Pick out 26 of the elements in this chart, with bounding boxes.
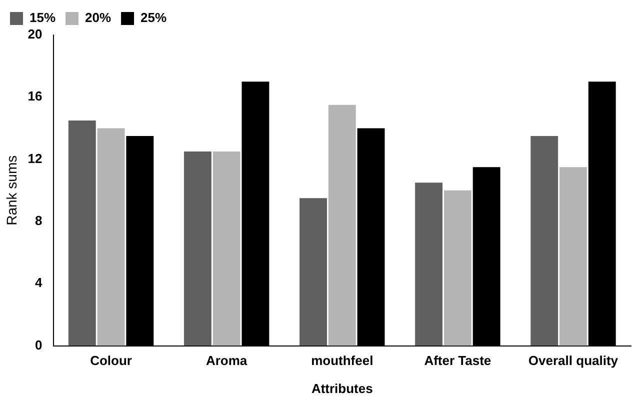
bar: [415, 182, 443, 346]
x-tick-label: After Taste: [424, 353, 492, 368]
x-axis-title: Attributes: [311, 380, 373, 396]
y-tick-label: 4: [35, 275, 44, 290]
bar: [212, 152, 240, 346]
x-tick-label: Overall quality: [528, 353, 619, 368]
x-tick-label: Colour: [90, 353, 132, 368]
legend-label: 20%: [85, 10, 112, 26]
bar: [444, 190, 472, 346]
y-tick-label: 16: [28, 88, 42, 104]
y-tick-label: 8: [35, 213, 42, 228]
y-axis-title: Rank sums: [3, 155, 20, 226]
bar: [530, 136, 558, 346]
y-tick-label: 0: [35, 337, 42, 352]
bar: [328, 104, 356, 346]
x-tick-label: Aroma: [206, 353, 248, 368]
bar: [560, 167, 587, 346]
legend-label: 15%: [30, 10, 56, 26]
y-tick-label: 12: [28, 150, 42, 166]
legend-label: 25%: [140, 10, 167, 26]
y-tick-label: 20: [28, 26, 42, 42]
bar: [184, 152, 212, 346]
bar: [68, 120, 96, 346]
bar: [97, 128, 125, 346]
bar: [300, 198, 327, 346]
x-tick-label: mouthfeel: [311, 353, 374, 368]
